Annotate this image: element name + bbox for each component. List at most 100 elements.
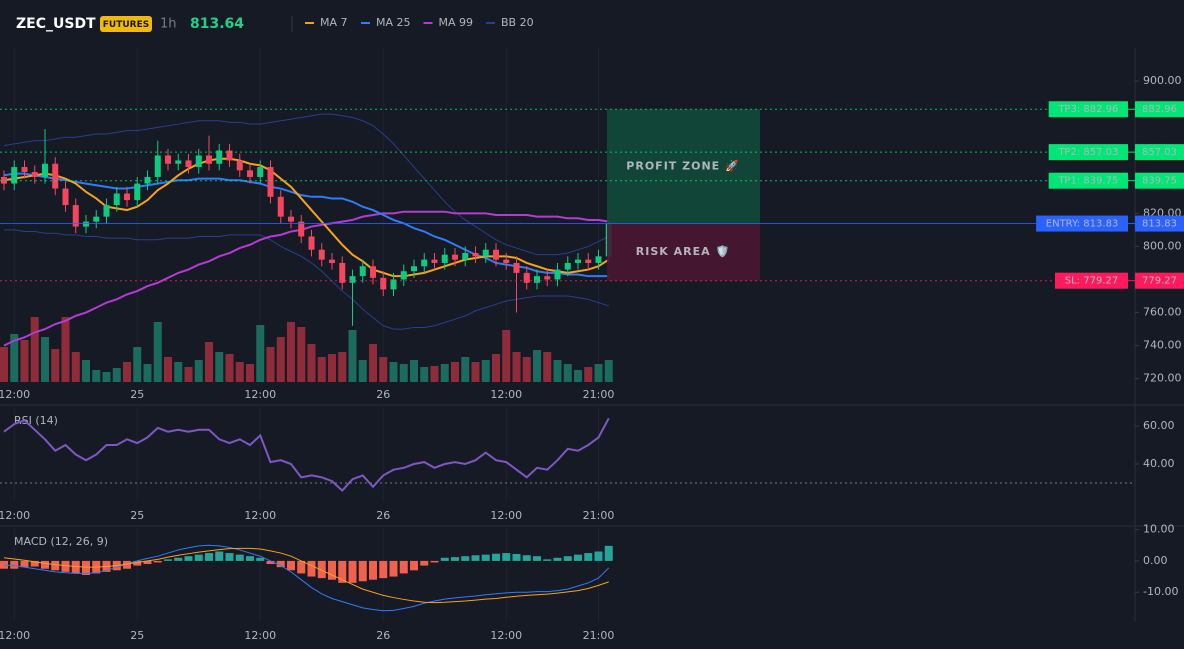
candle-body xyxy=(113,193,120,206)
x-tick-label: 12:00 xyxy=(490,388,522,401)
histogram-bar xyxy=(430,560,439,563)
legend-label: MA 99 xyxy=(439,16,474,29)
x-tick-label: 25 xyxy=(130,629,144,642)
candle-body xyxy=(482,249,489,257)
zone-label: PROFIT ZONE 🚀 xyxy=(626,159,739,172)
volume-bar xyxy=(369,344,377,382)
candle-body xyxy=(72,205,79,227)
candle-body xyxy=(247,170,253,177)
level-tag-bg xyxy=(1135,272,1184,289)
x-tick-label: 25 xyxy=(130,388,144,401)
histogram-bar xyxy=(328,560,336,580)
volume-bar xyxy=(358,360,367,382)
candle-body xyxy=(452,254,458,260)
volume-bar xyxy=(10,334,19,382)
y-tick-label: 900.00 xyxy=(1143,74,1182,87)
candle-body xyxy=(144,176,151,184)
candle-body xyxy=(11,167,18,184)
histogram-bar xyxy=(522,555,531,561)
histogram-bar xyxy=(205,553,213,561)
level-tag: 779.27 xyxy=(1142,276,1177,287)
candle-body xyxy=(1,176,7,184)
candle-body xyxy=(226,150,233,161)
histogram-bar xyxy=(584,553,593,561)
ma-line xyxy=(3,172,609,278)
y-tick-label: -10.00 xyxy=(1143,585,1178,598)
candle-body xyxy=(277,196,284,217)
panel-title: RSI (14) xyxy=(14,414,58,427)
candle-body xyxy=(370,266,376,278)
y-tick-label: 800.00 xyxy=(1143,239,1182,252)
candle-body xyxy=(544,276,551,280)
histogram-bar xyxy=(184,556,193,561)
candle-body xyxy=(236,160,243,171)
volume-bar xyxy=(51,349,60,382)
level-tag: 839.75 xyxy=(1142,176,1177,187)
histogram-bar xyxy=(348,560,357,583)
volume-bar xyxy=(215,352,224,382)
zone-label: RISK AREA 🛡️ xyxy=(636,245,730,258)
histogram-bar xyxy=(225,553,234,561)
histogram-bar xyxy=(563,556,572,561)
x-tick-label: 12:00 xyxy=(490,509,522,522)
histogram-bar xyxy=(256,557,265,561)
candle-body xyxy=(52,163,59,189)
volume-bar xyxy=(574,370,582,382)
candle-body xyxy=(400,271,407,280)
candle-body xyxy=(257,167,264,177)
histogram-bar xyxy=(338,560,347,583)
histogram-bar xyxy=(133,560,142,566)
volume-bar xyxy=(184,367,193,382)
badge: FUTURES xyxy=(103,20,149,30)
rsi-line xyxy=(3,417,610,493)
volume-bar xyxy=(399,364,408,382)
x-tick-label: 26 xyxy=(376,629,390,642)
candle-body xyxy=(298,221,305,237)
volume-bar xyxy=(420,367,429,382)
legend-label: MA 7 xyxy=(320,16,348,29)
level-label-bg xyxy=(1048,172,1128,189)
histogram-bar xyxy=(594,551,603,561)
level-label-bg xyxy=(1055,272,1128,289)
volume-bar xyxy=(410,360,418,382)
volume-bar xyxy=(533,350,541,382)
volume-bar xyxy=(502,330,511,382)
candle-body xyxy=(534,276,540,283)
candle-body xyxy=(503,259,510,263)
volume-bar xyxy=(71,352,80,382)
volume-bar xyxy=(584,367,593,382)
candle-body xyxy=(165,155,171,164)
panel-title: MACD (12, 26, 9) xyxy=(14,535,108,548)
histogram-bar xyxy=(123,560,131,569)
candle-body xyxy=(103,205,110,217)
y-tick-label: 740.00 xyxy=(1143,339,1182,352)
bb-lower xyxy=(4,229,609,330)
volume-bar xyxy=(553,360,562,382)
histogram-bar xyxy=(502,553,511,561)
volume-bar xyxy=(461,357,470,382)
level-tag-bg xyxy=(1135,215,1184,232)
histogram-bar xyxy=(553,557,562,561)
volume-bar xyxy=(174,362,183,382)
histogram-bar xyxy=(461,556,470,561)
candle-body xyxy=(472,253,479,257)
candle-body xyxy=(21,167,28,173)
histogram-bar xyxy=(266,560,275,565)
volume-bar xyxy=(123,362,131,382)
candle-body xyxy=(493,249,499,260)
histogram-bar xyxy=(317,560,326,579)
histogram-bar xyxy=(153,560,162,563)
level-tag: 813.83 xyxy=(1142,219,1177,230)
level-label-bg xyxy=(1048,144,1128,161)
candle-body xyxy=(288,216,294,222)
histogram-bar xyxy=(369,560,377,580)
level-tag-bg xyxy=(1135,101,1184,118)
volume-bar xyxy=(276,337,285,382)
candle-body xyxy=(380,277,387,290)
macd-line xyxy=(3,544,610,612)
x-tick-label: 12:00 xyxy=(244,388,276,401)
histogram-bar xyxy=(512,554,521,561)
volume-bar xyxy=(317,357,326,382)
candle-body xyxy=(206,155,212,164)
